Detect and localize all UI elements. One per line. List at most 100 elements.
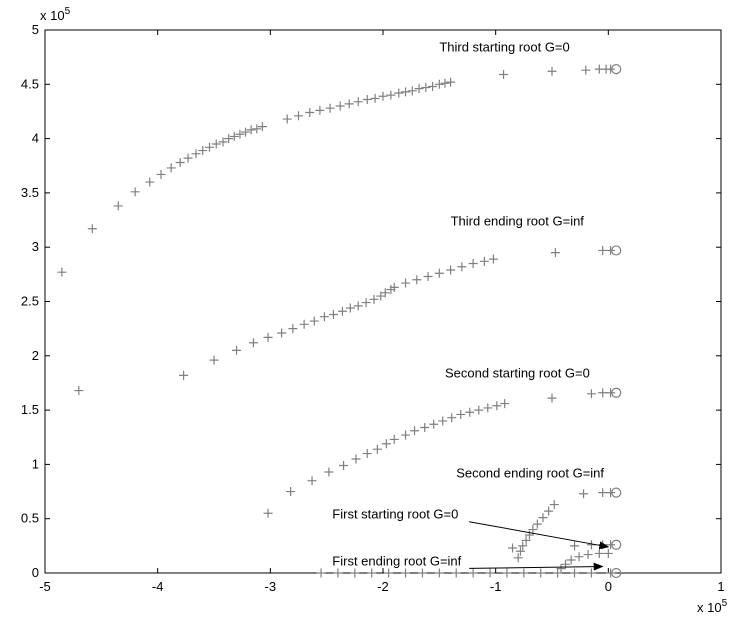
annotation-label: Third starting root G=0	[439, 40, 569, 55]
x-tick-label: -4	[152, 579, 164, 594]
plus-marker	[380, 288, 390, 298]
plus-marker	[598, 245, 608, 255]
plus-marker	[499, 70, 509, 80]
plus-marker	[440, 78, 450, 88]
annotation-label: First ending root G=inf	[332, 553, 461, 568]
plus-marker	[339, 460, 349, 470]
plus-marker	[521, 535, 531, 545]
annotations: Third starting root G=0 Third ending root…	[332, 40, 610, 571]
plus-marker	[410, 426, 420, 436]
plus-marker	[241, 127, 251, 137]
plus-marker	[286, 487, 296, 497]
plus-marker	[370, 93, 380, 103]
plus-marker	[547, 66, 557, 76]
plus-marker	[248, 338, 258, 348]
plus-marker	[401, 278, 411, 288]
plus-marker	[282, 114, 292, 124]
plus-marker	[191, 149, 201, 159]
y-tick-label: 4	[32, 131, 39, 146]
plus-marker	[401, 568, 411, 578]
y-tick-label: 1	[32, 456, 39, 471]
plus-marker	[524, 530, 534, 540]
plus-marker	[367, 568, 377, 578]
x-tick-label: 0	[605, 579, 612, 594]
plus-marker	[474, 405, 484, 415]
plus-marker	[175, 157, 185, 167]
plus-marker	[457, 262, 467, 272]
series-1	[57, 64, 616, 277]
plus-marker	[401, 87, 411, 97]
y-multiplier: x 105	[40, 6, 71, 23]
plus-marker	[246, 125, 256, 135]
plus-marker	[407, 86, 417, 96]
plus-marker	[389, 282, 399, 292]
plus-marker	[606, 245, 616, 255]
plus-marker	[438, 416, 448, 426]
plus-marker	[421, 83, 431, 93]
root-circle-marker	[611, 63, 622, 75]
plus-marker	[386, 90, 396, 100]
y-tick-label: 2.5	[21, 294, 39, 309]
x-tick-label: -1	[490, 579, 502, 594]
plus-marker	[479, 256, 489, 266]
plus-marker	[594, 548, 604, 558]
plus-marker	[369, 294, 379, 304]
plus-marker	[502, 568, 512, 578]
plus-marker	[345, 303, 355, 313]
plus-marker	[528, 525, 538, 535]
plus-marker	[353, 97, 363, 107]
plus-marker	[235, 129, 245, 139]
plus-marker	[488, 254, 498, 264]
plus-marker	[183, 153, 193, 163]
annotation-label: Second starting root G=0	[445, 366, 590, 381]
plus-marker	[229, 131, 239, 141]
plus-marker	[198, 146, 208, 156]
x-tick-label: -5	[39, 579, 51, 594]
plus-marker	[547, 393, 557, 403]
plus-marker	[570, 568, 580, 578]
plus-marker	[325, 103, 335, 113]
plus-marker	[606, 64, 616, 74]
axis-ticks: -5 -4 -3 -2 -1 0 1 0 0.5 1 1.5 2 2.5 3 3.5 4 4.5 5	[21, 22, 725, 594]
plus-marker	[447, 413, 457, 423]
plus-marker	[209, 355, 219, 365]
plus-marker	[515, 546, 525, 556]
plus-marker	[598, 488, 608, 498]
plus-marker	[362, 95, 372, 105]
y-tick-label: 1.5	[21, 402, 39, 417]
plus-marker	[344, 99, 354, 109]
plus-marker	[417, 568, 427, 578]
plus-marker	[603, 548, 613, 558]
plus-marker	[532, 519, 542, 529]
plus-marker	[57, 267, 67, 277]
plus-marker	[574, 552, 584, 562]
plus-marker	[570, 541, 580, 551]
plus-marker	[549, 500, 559, 510]
plus-marker	[333, 568, 343, 578]
plus-marker	[350, 568, 360, 578]
plus-marker	[319, 312, 329, 322]
plus-marker	[113, 201, 123, 211]
plus-marker	[309, 316, 319, 326]
plus-marker	[166, 163, 176, 173]
plus-marker	[508, 543, 518, 553]
x-tick-label: 1	[717, 579, 724, 594]
plus-marker	[335, 101, 345, 111]
plus-marker	[544, 506, 554, 516]
plus-marker	[434, 268, 444, 278]
series-2	[74, 245, 616, 396]
plus-marker	[307, 476, 317, 486]
y-tick-label: 2	[32, 348, 39, 363]
annotation-label: First starting root G=0	[332, 507, 458, 522]
plus-marker	[389, 434, 399, 444]
plus-marker	[130, 187, 140, 197]
plus-marker	[353, 301, 363, 311]
plus-marker	[145, 177, 155, 187]
plus-marker	[257, 122, 267, 132]
root-circle-marker	[611, 245, 622, 256]
plus-marker	[606, 488, 616, 498]
x-multiplier: x 105	[697, 598, 728, 615]
plus-marker	[305, 108, 315, 118]
plus-marker	[465, 407, 475, 417]
annotation-label: Third ending root G=inf	[451, 213, 585, 228]
